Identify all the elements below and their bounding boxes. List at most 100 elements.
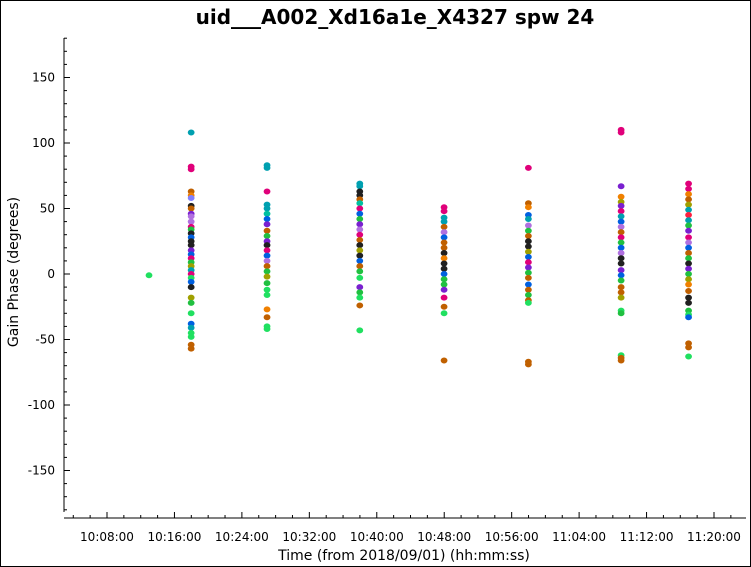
data-point xyxy=(187,294,195,301)
data-point xyxy=(524,243,532,250)
data-point xyxy=(263,164,271,171)
data-point xyxy=(187,299,195,306)
data-point xyxy=(685,314,692,321)
data-point xyxy=(524,253,532,260)
data-point xyxy=(524,233,532,240)
y-tick-label: -50 xyxy=(35,333,55,347)
data-point xyxy=(685,222,692,229)
data-point xyxy=(187,195,195,202)
x-tick-label: 10:08:00 xyxy=(80,530,134,544)
data-point xyxy=(356,257,364,264)
data-point xyxy=(617,183,625,190)
x-ticks: 10:08:00 10:16:00 10:24:00 10:32:00 10:40:00… xyxy=(72,512,741,544)
data-point xyxy=(263,314,271,321)
x-tick-label: 10:32:00 xyxy=(282,530,336,544)
data-point xyxy=(617,284,625,291)
y-tick-label: -150 xyxy=(28,464,55,478)
data-point xyxy=(617,234,625,241)
data-point xyxy=(440,265,448,272)
data-point xyxy=(263,233,271,240)
x-tick-label: 11:04:00 xyxy=(552,530,606,544)
data-point xyxy=(617,202,625,209)
data-point xyxy=(685,250,692,257)
data-points xyxy=(145,126,692,368)
data-point xyxy=(524,269,532,276)
data-point xyxy=(524,281,532,288)
data-point xyxy=(440,234,448,241)
data-point xyxy=(145,272,153,279)
data-point xyxy=(524,222,532,229)
x-tick-label: 10:56:00 xyxy=(485,530,539,544)
data-point xyxy=(187,310,195,317)
data-point xyxy=(356,289,364,296)
data-point xyxy=(685,271,692,277)
data-point xyxy=(187,166,195,173)
data-point xyxy=(617,129,625,136)
data-point xyxy=(440,357,448,364)
data-point xyxy=(685,212,692,219)
data-point xyxy=(685,185,692,192)
y-tick-label: 50 xyxy=(40,202,55,216)
data-point xyxy=(187,284,195,291)
data-point xyxy=(356,200,364,207)
data-point xyxy=(685,180,692,187)
data-point xyxy=(524,274,532,281)
data-point xyxy=(356,242,364,249)
data-point xyxy=(356,236,364,243)
data-point xyxy=(617,294,625,301)
data-point xyxy=(356,284,364,291)
data-point xyxy=(356,294,364,301)
data-point xyxy=(263,227,271,234)
data-point xyxy=(617,277,625,284)
data-point xyxy=(685,255,692,262)
data-point xyxy=(524,248,532,255)
data-point xyxy=(440,208,448,215)
data-point xyxy=(617,213,625,220)
data-point xyxy=(524,264,532,271)
data-point xyxy=(617,267,625,274)
data-point xyxy=(685,344,692,351)
data-point xyxy=(356,263,364,270)
data-point xyxy=(440,260,448,267)
data-point xyxy=(440,294,448,301)
data-point xyxy=(524,238,532,245)
data-point xyxy=(685,227,692,234)
data-point xyxy=(440,223,448,230)
data-point xyxy=(263,286,271,293)
data-point xyxy=(187,333,195,340)
x-tick-label: 10:40:00 xyxy=(350,530,404,544)
data-point xyxy=(685,260,692,267)
data-point xyxy=(263,257,271,264)
data-point xyxy=(685,234,692,241)
data-point xyxy=(617,223,625,230)
data-point xyxy=(617,272,625,279)
data-point xyxy=(685,191,692,198)
x-axis-label: Time (from 2018/09/01) (hh:mm:ss) xyxy=(277,548,530,564)
data-point xyxy=(524,291,532,298)
data-point xyxy=(685,201,692,208)
data-point xyxy=(440,255,448,262)
data-point xyxy=(356,231,364,238)
data-point xyxy=(356,252,364,259)
data-point xyxy=(440,218,448,225)
data-point xyxy=(617,260,625,267)
data-point xyxy=(263,280,271,287)
data-point xyxy=(263,210,271,217)
data-point xyxy=(440,303,448,310)
data-point xyxy=(263,205,271,212)
data-point xyxy=(187,345,195,352)
data-point xyxy=(617,357,625,364)
data-point xyxy=(187,218,195,225)
data-point xyxy=(685,239,692,246)
data-point xyxy=(524,361,532,368)
y-tick-label: 0 xyxy=(47,267,55,281)
data-point xyxy=(263,291,271,298)
x-tick-label: 10:48:00 xyxy=(417,530,471,544)
data-point xyxy=(524,204,532,211)
data-point xyxy=(356,247,364,254)
data-point xyxy=(617,239,625,246)
y-tick-label: -100 xyxy=(28,398,55,412)
data-point xyxy=(617,208,625,215)
data-point xyxy=(617,289,625,296)
